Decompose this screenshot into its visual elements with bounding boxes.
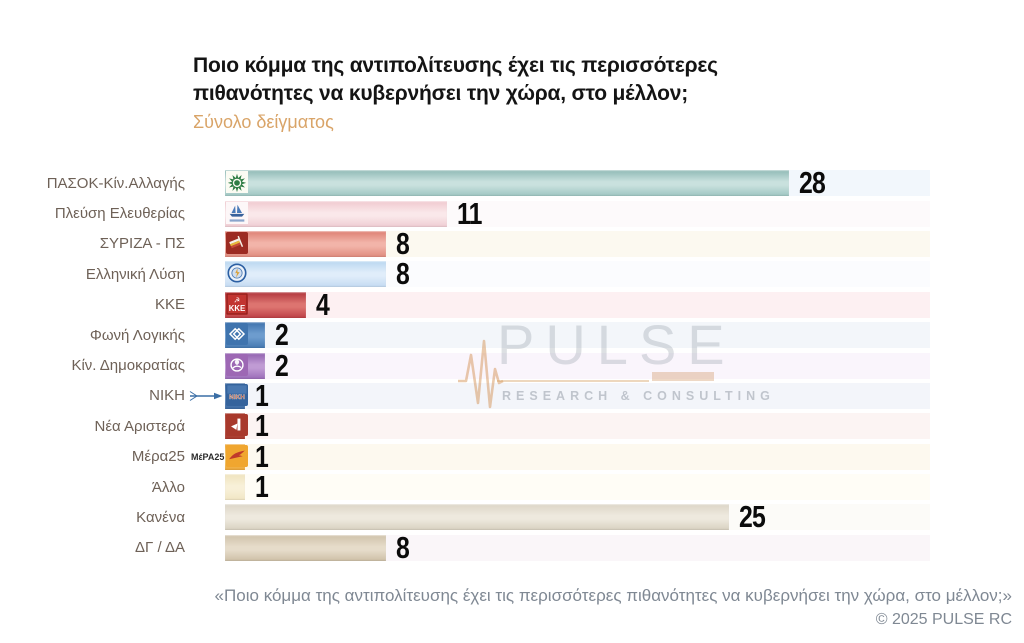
category-label: ΣΥΡΙΖΑ - ΠΣ <box>99 235 185 253</box>
value-label: 8 <box>396 256 410 292</box>
bar-area: ΜέΡΑ25 1 <box>191 438 930 474</box>
category-label: ΔΓ / ΔΑ <box>135 539 185 557</box>
value-label: 4 <box>315 286 330 322</box>
bar-chart: ΠΑΣΟΚ-Κίν.Αλλαγής 28 Πλεύση Ελευθερίας <box>0 165 1024 565</box>
category-label: ΚΚΕ <box>154 296 185 314</box>
category-label: Κίν. Δημοκρατίας <box>71 357 185 375</box>
pasok-sun-icon <box>226 171 248 194</box>
bar-track <box>225 474 930 501</box>
svg-text:☭: ☭ <box>234 296 240 304</box>
category-label: Κανένα <box>136 508 185 526</box>
bar-track <box>225 291 930 318</box>
mera25-wordmark: ΜέΡΑ25 <box>191 451 225 462</box>
bar: ☭ ΚΚΕ <box>225 291 306 318</box>
chart-row-kanena: Κανένα 25 <box>0 499 1024 535</box>
chart-row-nea-aristera: Νέα Αριστερά 1 <box>0 408 1024 444</box>
chart-row-pleusi: Πλεύση Ελευθερίας 11 <box>0 197 1024 228</box>
value-label: 2 <box>275 347 289 383</box>
bar <box>225 322 266 349</box>
category-label: ΠΑΣΟΚ-Κίν.Αλλαγής <box>46 174 185 192</box>
chart-row-allo: Άλλο 1 <box>0 468 1024 504</box>
bar <box>225 413 248 440</box>
bar <box>225 230 387 257</box>
bar-area: 1 <box>225 408 930 444</box>
value-label: 8 <box>396 225 410 261</box>
category-label: Νέα Αριστερά <box>94 417 185 435</box>
bar <box>225 261 387 288</box>
niki-dart-icon <box>189 390 223 402</box>
footer-question: «Ποιο κόμμα της αντιπολίτευσης έχει τις … <box>214 586 1012 606</box>
bar-area: 1 <box>225 468 930 504</box>
bar-track <box>225 443 930 470</box>
category-label: Φωνή Λογικής <box>89 326 185 344</box>
bar-track <box>225 413 930 440</box>
chart-row-niki: ΝΙΚΗ ΝΙΚΗ <box>0 377 1024 413</box>
bar <box>225 170 789 197</box>
bar-area: 8 <box>225 529 930 565</box>
nea-aristera-arrow-icon <box>226 414 248 437</box>
footer-copyright: © 2025 PULSE RC <box>875 611 1012 628</box>
svg-text:ΝΙΚΗ: ΝΙΚΗ <box>229 394 245 401</box>
bar-area: 2 <box>225 349 930 380</box>
chart-row-kinima-dimokratias: Κίν. Δημοκρατίας 2 <box>0 349 1024 380</box>
bar-area: 8 <box>225 225 930 261</box>
bar <box>225 534 387 561</box>
bar-area: 25 <box>225 499 930 535</box>
bar <box>225 200 447 227</box>
chart-row-foni-logikis: Φωνή Λογικής 2 <box>0 317 1024 353</box>
foni-logikis-diamond-icon <box>226 323 248 346</box>
value-label: 25 <box>738 499 766 535</box>
bar: ΝΙΚΗ <box>189 382 248 409</box>
category-label: Ελληνική Λύση <box>85 265 185 283</box>
bar-area: 2 <box>225 317 930 353</box>
bar <box>225 474 246 501</box>
footer: «Ποιο κόμμα της αντιπολίτευσης έχει τις … <box>215 585 1012 629</box>
chart-row-elliniki-lysi: Ελληνική Λύση 8 <box>0 256 1024 292</box>
chart-row-dg-da: ΔΓ / ΔΑ 8 <box>0 529 1024 565</box>
bar-track <box>225 352 930 379</box>
mera25-bird-icon <box>226 444 248 467</box>
bar-track <box>225 322 930 349</box>
value-label: 1 <box>255 377 269 413</box>
category-label: Μέρα25 <box>131 448 185 466</box>
bar: ΜέΡΑ25 <box>191 443 248 470</box>
bar-area: 11 <box>225 197 930 228</box>
elliniki-lysi-emblem-icon <box>226 262 248 284</box>
chart-row-syriza: ΣΥΡΙΖΑ - ΠΣ 8 <box>0 225 1024 261</box>
syriza-flag-icon <box>226 231 248 254</box>
bar-area: ΝΙΚΗ 1 <box>189 377 930 413</box>
bar-area: ☭ ΚΚΕ 4 <box>225 286 930 322</box>
chart-title: Ποιο κόμμα της αντιπολίτευσης έχει τις π… <box>193 54 718 105</box>
bar-area: 8 <box>225 256 930 292</box>
pleusi-ship-icon <box>226 201 248 224</box>
chart-row-pasok: ΠΑΣΟΚ-Κίν.Αλλαγής 28 <box>0 165 1024 201</box>
chart-subtitle: Σύνολο δείγματος <box>193 112 334 132</box>
bar <box>225 352 266 379</box>
bar-area: 28 <box>225 165 930 201</box>
value-label: 1 <box>255 438 269 474</box>
value-label: 11 <box>456 195 482 231</box>
bar <box>225 504 729 531</box>
value-label: 2 <box>275 317 289 353</box>
category-label: ΝΙΚΗ <box>149 387 185 405</box>
value-label: 1 <box>255 408 269 444</box>
category-label: Άλλο <box>151 478 185 496</box>
bar-track <box>225 382 930 409</box>
svg-text:ΚΚΕ: ΚΚΕ <box>229 304 245 313</box>
niki-emblem-icon: ΝΙΚΗ <box>226 383 248 406</box>
kke-emblem-icon: ☭ ΚΚΕ <box>226 292 248 315</box>
kinima-dimokratias-flower-icon <box>226 353 248 376</box>
category-label: Πλεύση Ελευθερίας <box>54 205 185 223</box>
chart-row-kke: ΚΚΕ ☭ ΚΚΕ 4 <box>0 286 1024 322</box>
value-label: 8 <box>396 529 410 565</box>
chart-row-mera25: Μέρα25 ΜέΡΑ25 1 <box>0 438 1024 474</box>
value-label: 1 <box>255 468 269 504</box>
value-label: 28 <box>799 165 826 201</box>
